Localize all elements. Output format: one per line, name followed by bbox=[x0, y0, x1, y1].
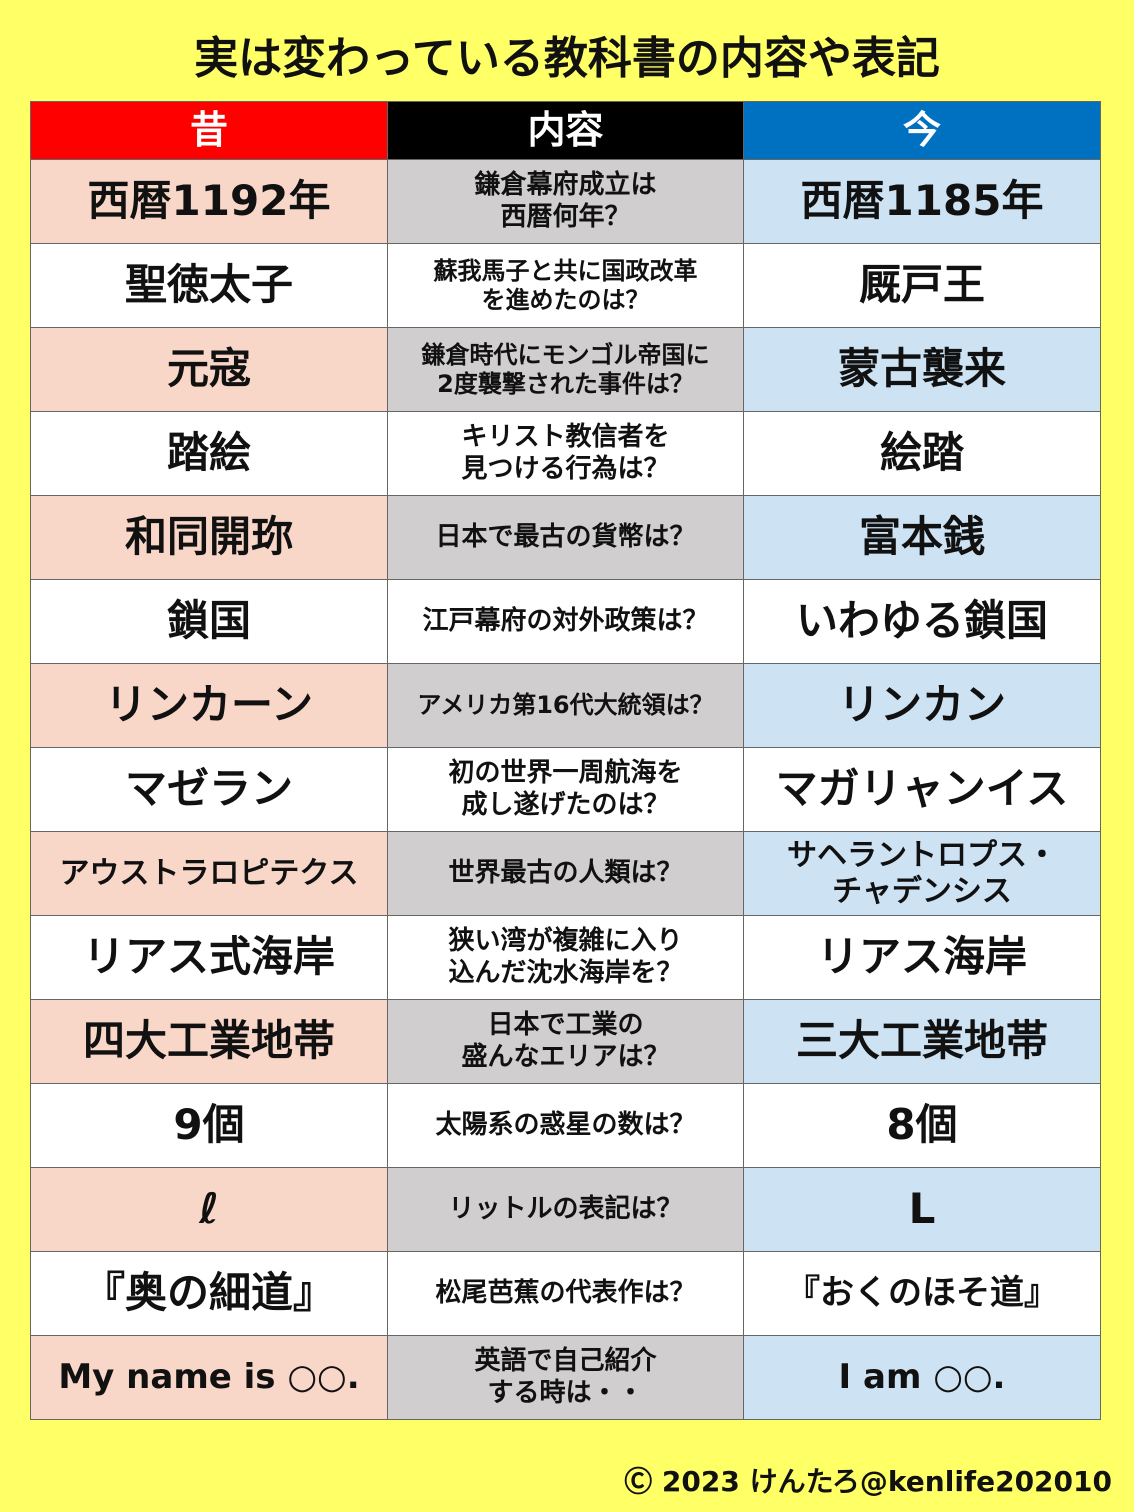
now-cell: I am ○○. bbox=[743, 1335, 1101, 1420]
content-cell: 日本で工業の 盛んなエリアは？ bbox=[387, 999, 744, 1084]
table-row: 9個 太陽系の惑星の数は？ 8個 bbox=[30, 1083, 1101, 1168]
table-row: 元寇 鎌倉時代にモンゴル帝国に 2度襲撃された事件は？ 蒙古襲来 bbox=[30, 327, 1101, 412]
past-cell: 和同開珎 bbox=[30, 495, 388, 580]
comparison-table: 昔 内容 今 西暦1192年 鎌倉幕府成立は 西暦何年？ 西暦1185年 聖徳太子 蘇我… bbox=[30, 101, 1101, 1420]
content-cell: 鎌倉時代にモンゴル帝国に 2度襲撃された事件は？ bbox=[387, 327, 744, 412]
header-past: 昔 bbox=[30, 101, 388, 160]
now-cell: サヘラントロプス・ チャデンシス bbox=[743, 831, 1101, 916]
past-cell: 四大工業地帯 bbox=[30, 999, 388, 1084]
content-cell: 初の世界一周航海を 成し遂げたのは？ bbox=[387, 747, 744, 832]
content-cell: リットルの表記は？ bbox=[387, 1167, 744, 1252]
content-cell: 英語で自己紹介 する時は・・ bbox=[387, 1335, 744, 1420]
table-row: アウストラロピテクス 世界最古の人類は？ サヘラントロプス・ チャデンシス bbox=[30, 831, 1101, 916]
table-row: 『奥の細道』 松尾芭蕉の代表作は？ 『おくのほそ道』 bbox=[30, 1251, 1101, 1336]
content-cell: 狭い湾が複雑に入り 込んだ沈水海岸を？ bbox=[387, 915, 744, 1000]
content-cell: キリスト教信者を 見つける行為は？ bbox=[387, 411, 744, 496]
now-cell: 富本銭 bbox=[743, 495, 1101, 580]
past-cell: マゼラン bbox=[30, 747, 388, 832]
table-row: ℓ リットルの表記は？ L bbox=[30, 1167, 1101, 1252]
copyright-credit: Ⓒ 2023 けんたろ@kenlife202010 bbox=[624, 1465, 1112, 1498]
header-content: 内容 bbox=[387, 101, 744, 160]
now-cell: 厩戸王 bbox=[743, 243, 1101, 328]
content-cell: 世界最古の人類は？ bbox=[387, 831, 744, 916]
table-row: 聖徳太子 蘇我馬子と共に国政改革 を進めたのは？ 厩戸王 bbox=[30, 243, 1101, 328]
content-cell: 日本で最古の貨幣は？ bbox=[387, 495, 744, 580]
now-cell: マガリャンイス bbox=[743, 747, 1101, 832]
table-row: 四大工業地帯 日本で工業の 盛んなエリアは？ 三大工業地帯 bbox=[30, 999, 1101, 1084]
past-cell: 踏絵 bbox=[30, 411, 388, 496]
now-cell: 蒙古襲来 bbox=[743, 327, 1101, 412]
now-cell: 西暦1185年 bbox=[743, 159, 1101, 244]
content-cell: 江戸幕府の対外政策は？ bbox=[387, 579, 744, 664]
now-cell: リンカン bbox=[743, 663, 1101, 748]
past-cell: 『奥の細道』 bbox=[30, 1251, 388, 1336]
past-cell: リアス式海岸 bbox=[30, 915, 388, 1000]
page-title: 実は変わっている教科書の内容や表記 bbox=[194, 33, 940, 84]
now-cell: 『おくのほそ道』 bbox=[743, 1251, 1101, 1336]
table-row: リアス式海岸 狭い湾が複雑に入り 込んだ沈水海岸を？ リアス海岸 bbox=[30, 915, 1101, 1000]
table-row: リンカーン アメリカ第16代大統領は？ リンカン bbox=[30, 663, 1101, 748]
now-cell: 8個 bbox=[743, 1083, 1101, 1168]
past-cell: アウストラロピテクス bbox=[30, 831, 388, 916]
header-row: 昔 内容 今 bbox=[30, 101, 1101, 160]
past-cell: ℓ bbox=[30, 1167, 388, 1252]
now-cell: L bbox=[743, 1167, 1101, 1252]
table-row: マゼラン 初の世界一周航海を 成し遂げたのは？ マガリャンイス bbox=[30, 747, 1101, 832]
content-cell: 太陽系の惑星の数は？ bbox=[387, 1083, 744, 1168]
past-cell: リンカーン bbox=[30, 663, 388, 748]
now-cell: 絵踏 bbox=[743, 411, 1101, 496]
now-cell: リアス海岸 bbox=[743, 915, 1101, 1000]
past-cell: 聖徳太子 bbox=[30, 243, 388, 328]
content-cell: 蘇我馬子と共に国政改革 を進めたのは？ bbox=[387, 243, 744, 328]
header-now: 今 bbox=[743, 101, 1101, 160]
table-row: 踏絵 キリスト教信者を 見つける行為は？ 絵踏 bbox=[30, 411, 1101, 496]
past-cell: 西暦1192年 bbox=[30, 159, 388, 244]
table-row: 和同開珎 日本で最古の貨幣は？ 富本銭 bbox=[30, 495, 1101, 580]
table-row: 鎖国 江戸幕府の対外政策は？ いわゆる鎖国 bbox=[30, 579, 1101, 664]
now-cell: 三大工業地帯 bbox=[743, 999, 1101, 1084]
content-cell: アメリカ第16代大統領は？ bbox=[387, 663, 744, 748]
past-cell: 元寇 bbox=[30, 327, 388, 412]
now-cell: いわゆる鎖国 bbox=[743, 579, 1101, 664]
table-row: 西暦1192年 鎌倉幕府成立は 西暦何年？ 西暦1185年 bbox=[30, 159, 1101, 244]
content-cell: 松尾芭蕉の代表作は？ bbox=[387, 1251, 744, 1336]
past-cell: 鎖国 bbox=[30, 579, 388, 664]
past-cell: 9個 bbox=[30, 1083, 388, 1168]
content-cell: 鎌倉幕府成立は 西暦何年？ bbox=[387, 159, 744, 244]
table-row: My name is ○○. 英語で自己紹介 する時は・・ I am ○○. bbox=[30, 1335, 1101, 1420]
past-cell: My name is ○○. bbox=[30, 1335, 388, 1420]
